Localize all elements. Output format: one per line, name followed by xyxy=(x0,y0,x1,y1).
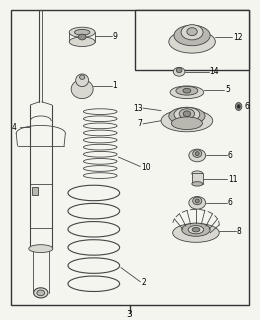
Ellipse shape xyxy=(187,28,197,36)
Text: 6: 6 xyxy=(244,102,249,111)
Ellipse shape xyxy=(170,86,204,99)
Ellipse shape xyxy=(161,110,213,132)
Text: 13: 13 xyxy=(133,104,142,113)
Ellipse shape xyxy=(169,107,205,125)
Ellipse shape xyxy=(176,86,198,95)
Ellipse shape xyxy=(182,223,210,236)
Ellipse shape xyxy=(183,111,191,116)
Ellipse shape xyxy=(69,27,95,37)
Ellipse shape xyxy=(192,228,200,232)
Ellipse shape xyxy=(179,109,195,119)
Ellipse shape xyxy=(176,68,182,73)
Ellipse shape xyxy=(173,223,219,242)
Ellipse shape xyxy=(78,34,86,40)
Ellipse shape xyxy=(171,117,203,130)
Ellipse shape xyxy=(195,199,199,203)
Ellipse shape xyxy=(195,152,199,156)
Text: 6: 6 xyxy=(228,151,233,160)
Ellipse shape xyxy=(74,29,90,35)
Ellipse shape xyxy=(69,37,95,46)
Ellipse shape xyxy=(173,67,185,76)
Bar xyxy=(32,187,38,195)
Ellipse shape xyxy=(181,25,203,40)
Ellipse shape xyxy=(235,102,242,110)
Text: 9: 9 xyxy=(113,32,118,41)
Ellipse shape xyxy=(34,288,48,298)
Text: 11: 11 xyxy=(228,175,237,184)
Ellipse shape xyxy=(237,105,240,108)
Ellipse shape xyxy=(188,226,204,234)
Text: 1: 1 xyxy=(113,82,118,91)
Ellipse shape xyxy=(169,30,215,53)
Ellipse shape xyxy=(193,197,202,205)
Ellipse shape xyxy=(183,88,191,93)
Ellipse shape xyxy=(193,150,202,157)
Ellipse shape xyxy=(189,196,206,209)
Text: 5: 5 xyxy=(225,85,230,94)
Text: 14: 14 xyxy=(210,67,219,76)
Ellipse shape xyxy=(71,80,93,99)
Text: 12: 12 xyxy=(233,33,242,42)
Ellipse shape xyxy=(80,75,85,79)
Ellipse shape xyxy=(37,290,45,296)
Ellipse shape xyxy=(76,74,89,87)
Text: 3: 3 xyxy=(127,310,132,319)
Bar xyxy=(192,173,203,184)
Text: 4: 4 xyxy=(11,123,16,132)
Text: 10: 10 xyxy=(141,163,151,172)
Ellipse shape xyxy=(192,171,203,176)
Ellipse shape xyxy=(189,149,206,162)
Ellipse shape xyxy=(192,182,203,186)
Ellipse shape xyxy=(174,107,200,122)
Ellipse shape xyxy=(29,245,53,252)
Ellipse shape xyxy=(174,25,210,46)
Bar xyxy=(135,10,249,70)
Text: 6: 6 xyxy=(228,198,233,207)
Text: 2: 2 xyxy=(141,278,146,287)
Text: 8: 8 xyxy=(237,227,242,236)
Text: 7: 7 xyxy=(138,119,142,128)
